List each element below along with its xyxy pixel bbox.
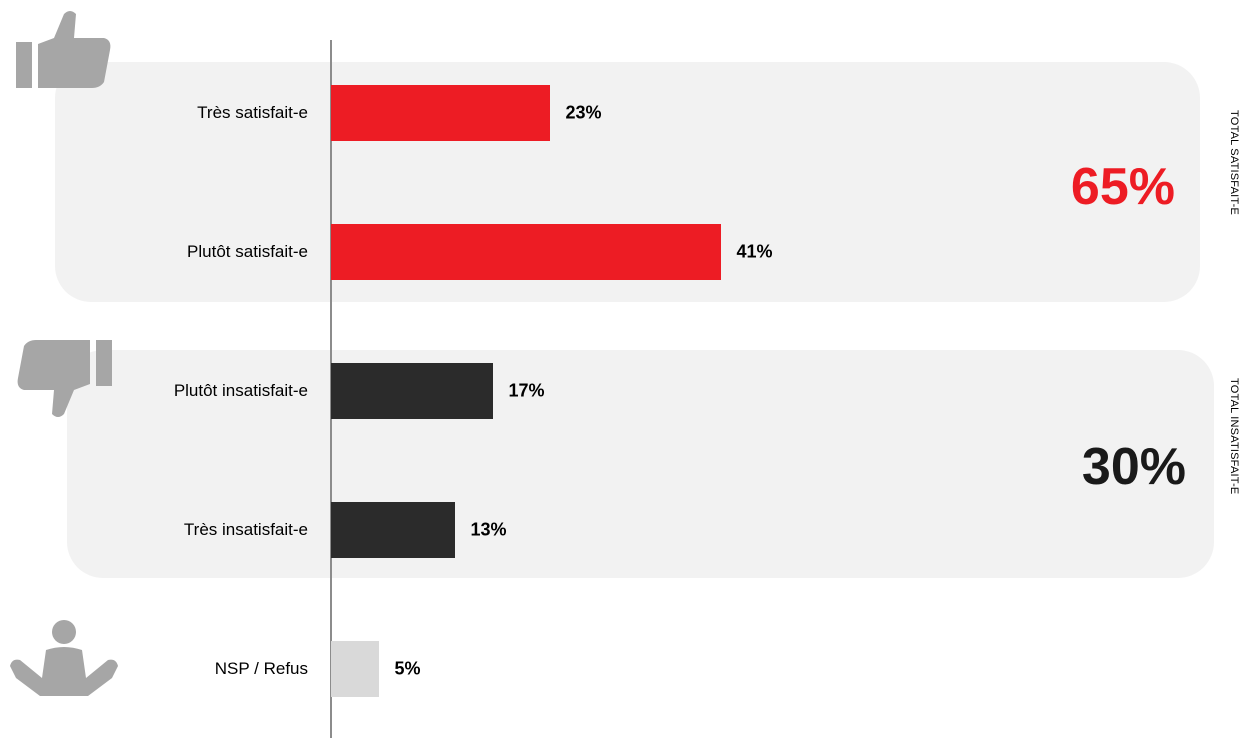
bar: [331, 224, 721, 280]
bar: [331, 85, 550, 141]
bar: [331, 502, 455, 558]
total-satisfied-caption: TOTAL SATISFAIT-E: [1228, 110, 1240, 216]
thumbs-up-icon: [16, 11, 111, 88]
value-label: 41%: [736, 241, 773, 262]
category-label: NSP / Refus: [214, 659, 308, 678]
shrug-icon: [10, 620, 118, 696]
unsatisfied-group-panel: [67, 350, 1214, 578]
category-label: Plutôt insatisfait-e: [173, 381, 308, 400]
total-satisfied-value: 65%: [1070, 158, 1175, 216]
category-label: Très insatisfait-e: [183, 520, 308, 539]
category-label: Très satisfait-e: [197, 103, 308, 122]
total-unsatisfied-caption: TOTAL INSATISFAIT-E: [1228, 378, 1240, 495]
value-label: 17%: [508, 380, 545, 401]
bar: [331, 363, 493, 419]
total-unsatisfied-value: 30%: [1081, 438, 1186, 496]
thumbs-down-icon: [17, 340, 112, 417]
value-label: 5%: [394, 658, 421, 679]
value-label: 13%: [470, 519, 507, 540]
category-label: Plutôt satisfait-e: [187, 242, 308, 261]
bar: [331, 641, 379, 697]
value-label: 23%: [565, 102, 602, 123]
